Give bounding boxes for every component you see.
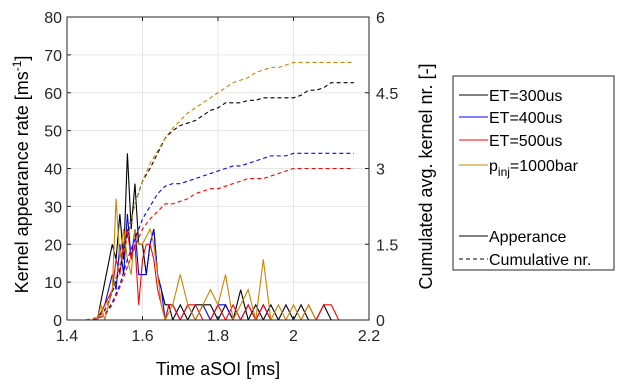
y-right-tick-label: 3 (376, 162, 385, 179)
legend-label-3: pinj=1000bar (489, 158, 579, 179)
legend-label-6: Cumulative nr. (489, 252, 591, 269)
y-axis-right-label: Cumulated avg. kernel nr. [-] (416, 63, 436, 289)
y-axis-left-label-main: Kernel appearance rate [ms (12, 71, 32, 293)
y-axis-left-label-sup: -1 (10, 60, 24, 71)
series-line-cumulative-7 (85, 61, 354, 320)
y-right-tick-label: 4.5 (376, 86, 398, 103)
legend-label-1: ET=400us (489, 110, 562, 127)
legend-box (452, 75, 615, 271)
y-left-tick-label: 40 (44, 162, 62, 179)
y-right-tick-label: 1.5 (376, 237, 398, 254)
x-tick-label: 1.4 (56, 328, 78, 345)
x-axis-label: Time aSOI [ms] (156, 359, 280, 379)
series-line-cumulative-5 (85, 152, 354, 320)
series-line-rate-3 (82, 198, 354, 320)
y-left-tick-label: 10 (44, 275, 62, 292)
legend-label-0: ET=300us (489, 88, 562, 105)
x-tick-label: 1.8 (207, 328, 229, 345)
y-axis-left-label: Kernel appearance rate [ms-1] (10, 56, 32, 294)
y-right-tick-label: 0 (376, 313, 385, 330)
series-line-cumulative-6 (85, 167, 354, 320)
x-tick-label: 1.6 (131, 328, 153, 345)
y-left-tick-label: 50 (44, 124, 62, 141)
y-left-tick-label: 60 (44, 86, 62, 103)
x-tick-label: 2.2 (358, 328, 380, 345)
y-right-tick-label: 6 (376, 10, 385, 27)
y-axis-left-label-end: ] (12, 56, 32, 61)
legend-label-5: Apperance (489, 229, 566, 246)
series-line-rate-1 (82, 213, 309, 320)
series-lines (82, 61, 354, 320)
y-left-tick-label: 0 (53, 313, 62, 330)
legend-label-2: ET=500us (489, 133, 562, 150)
legend: ET=300us ET=400us ET=500us pinj=1000bar Appe… (452, 75, 615, 271)
series-line-rate-2 (82, 228, 354, 320)
y-left-tick-label: 80 (44, 10, 62, 27)
x-tick-label: 2 (289, 328, 298, 345)
y-left-tick-label: 70 (44, 48, 62, 65)
y-left-tick-label: 20 (44, 237, 62, 254)
y-left-tick-label: 30 (44, 199, 62, 216)
